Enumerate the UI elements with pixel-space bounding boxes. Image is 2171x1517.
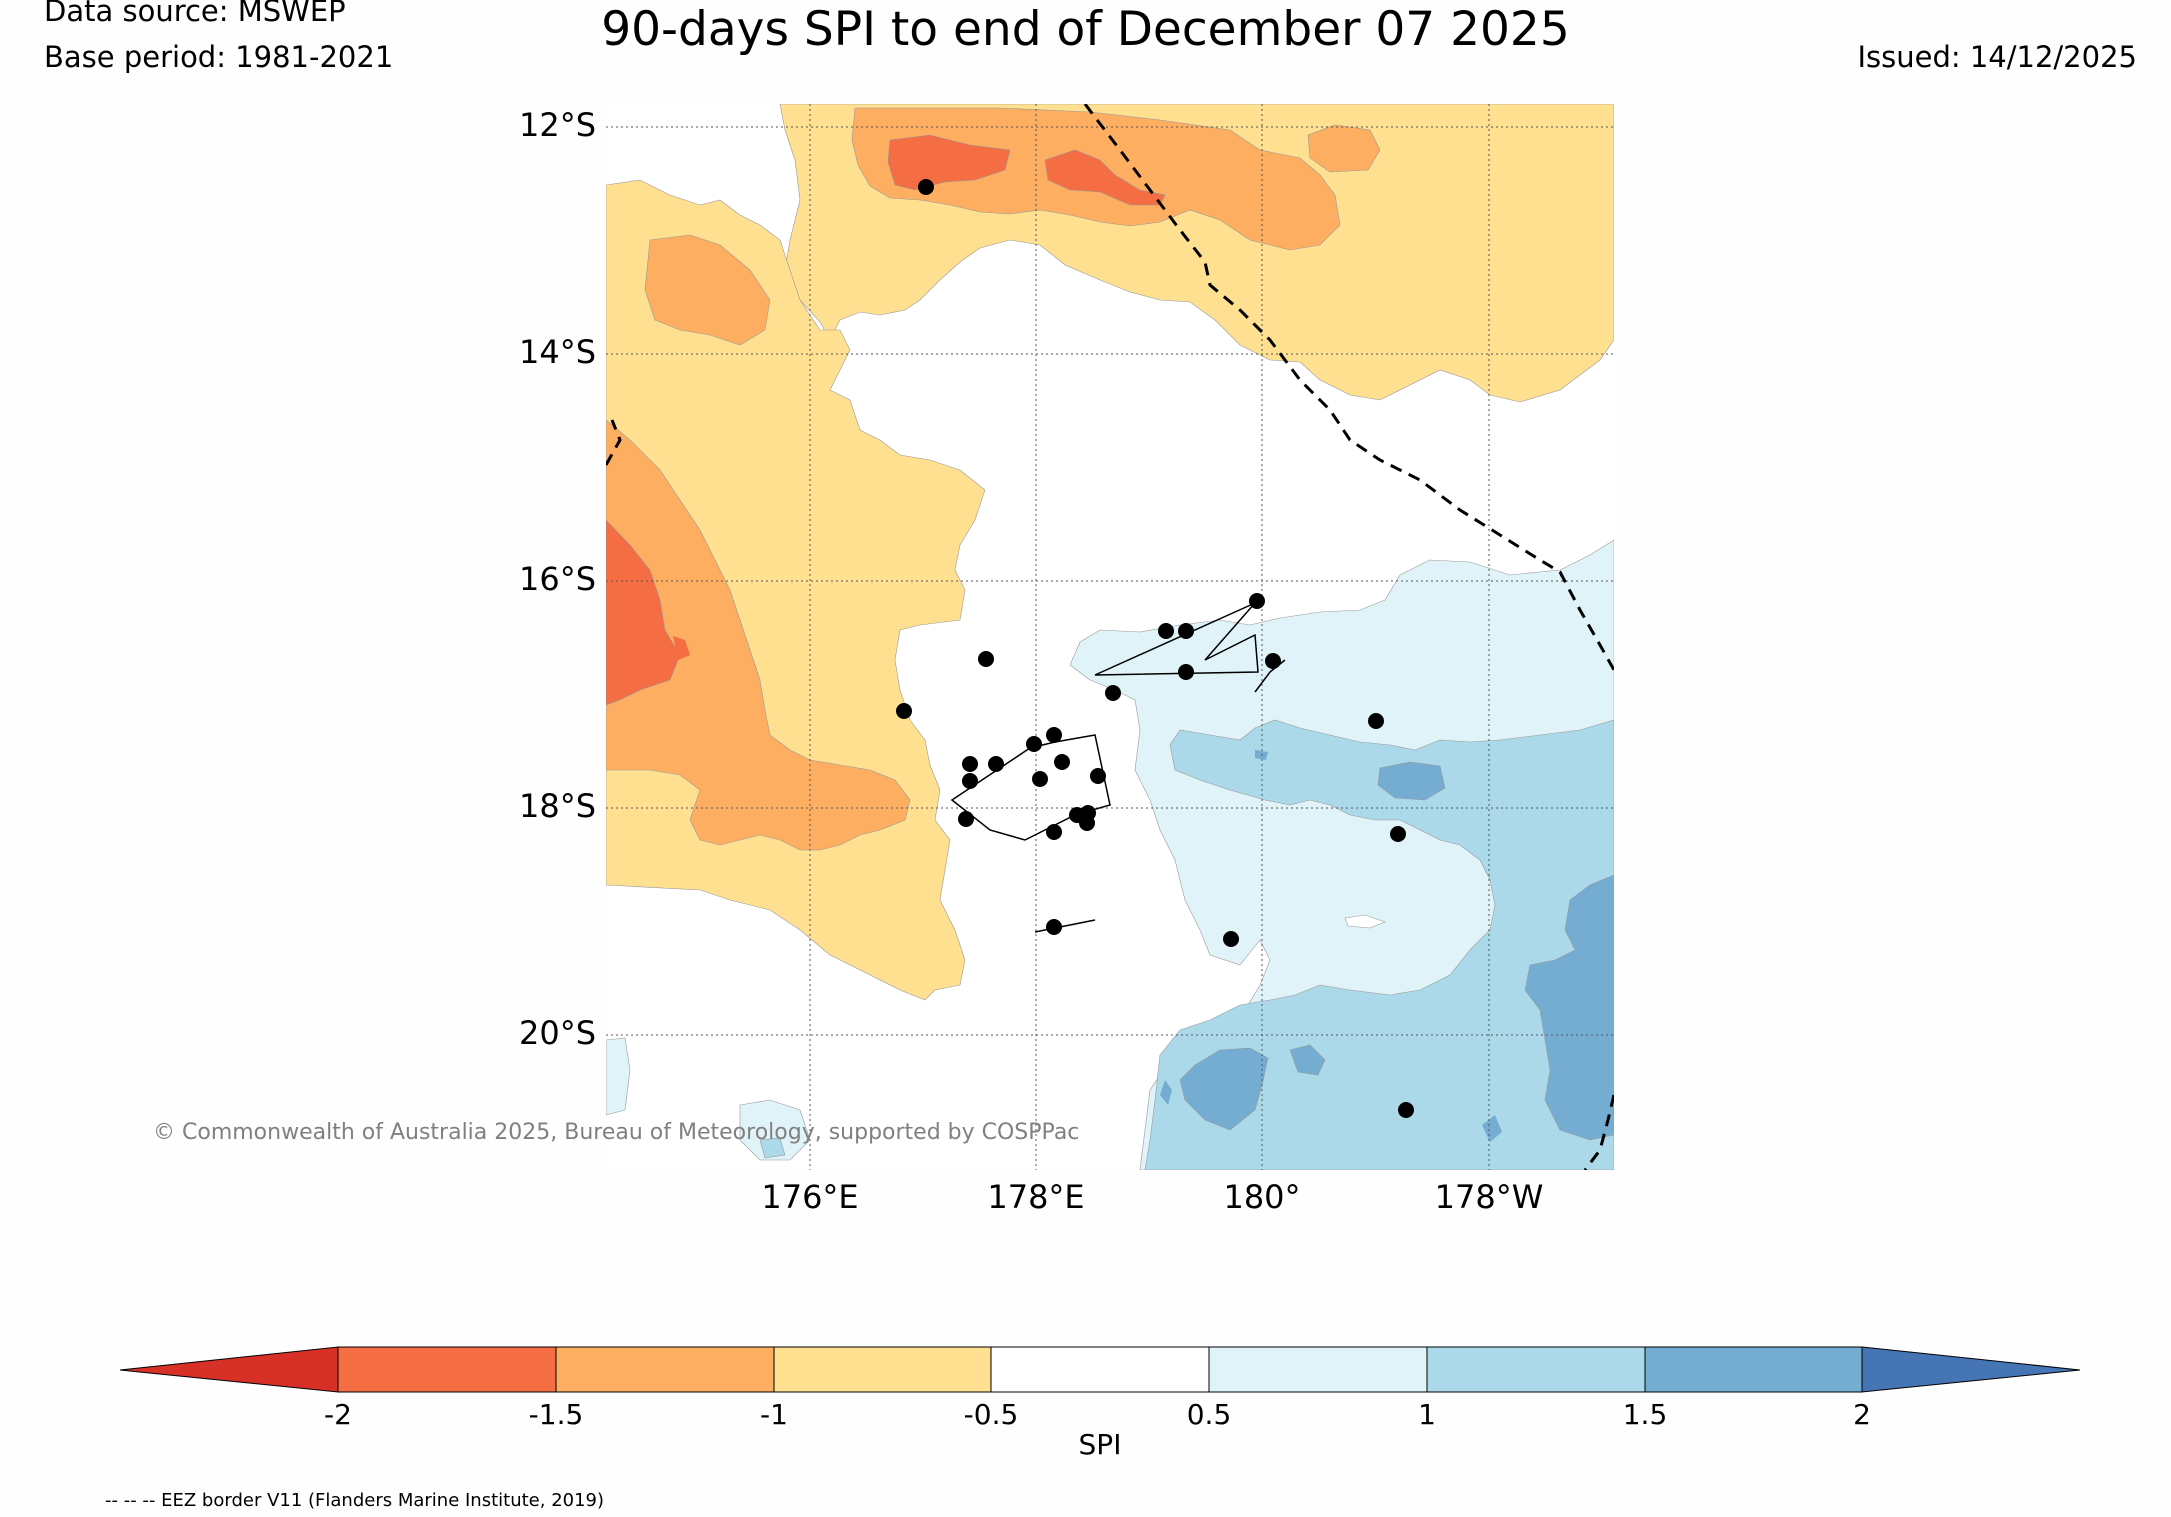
colorbar-label: SPI xyxy=(1078,1428,1122,1461)
spi-contour-fields xyxy=(606,104,1614,1170)
colorbar-tick: 1 xyxy=(1418,1398,1436,1431)
lat-label: 16°S xyxy=(518,560,596,598)
graticule xyxy=(606,104,1614,1170)
station-markers xyxy=(896,179,1414,1118)
colorbar-tick: 1.5 xyxy=(1622,1398,1668,1431)
contour-wettest-east xyxy=(1524,874,1614,1141)
colorbar-tick: -0.5 xyxy=(963,1398,1019,1431)
colorbar-tick: 0.5 xyxy=(1186,1398,1232,1431)
lat-label: 14°S xyxy=(518,333,596,371)
colorbar-tick: -1.5 xyxy=(528,1398,584,1431)
colorbar-tick: -1 xyxy=(760,1398,788,1431)
colorbar xyxy=(119,1346,2081,1393)
colorbar-extend-low xyxy=(119,1346,339,1393)
colorbar-tick: -2 xyxy=(324,1398,352,1431)
colorbar-extend-high xyxy=(1861,1346,2081,1393)
lon-label: 176°E xyxy=(761,1178,859,1216)
copyright-notice: © Commonwealth of Australia 2025, Bureau… xyxy=(153,1120,1080,1145)
contour-dryer-west xyxy=(606,419,911,851)
lon-label: 180° xyxy=(1223,1178,1301,1216)
lat-label: 12°S xyxy=(518,106,596,144)
lat-label: 18°S xyxy=(518,787,596,825)
eez-legend-note: -- -- -- EEZ border V11 (Flanders Marine… xyxy=(105,1490,605,1511)
eez-border xyxy=(606,104,1614,1170)
base-period-label: Base period: 1981-2021 xyxy=(44,40,394,74)
issued-label: Issued: 14/12/2025 xyxy=(1857,40,2137,74)
data-source-label: Data source: MSWEP xyxy=(44,0,346,28)
lon-label: 178°E xyxy=(987,1178,1085,1216)
contour-driest-north xyxy=(887,134,1011,191)
lat-label: 20°S xyxy=(518,1014,596,1052)
colorbar-tick: 2 xyxy=(1853,1398,1871,1431)
lon-label: 178°W xyxy=(1434,1178,1544,1216)
page-title: 90-days SPI to end of December 07 2025 xyxy=(601,2,1570,57)
